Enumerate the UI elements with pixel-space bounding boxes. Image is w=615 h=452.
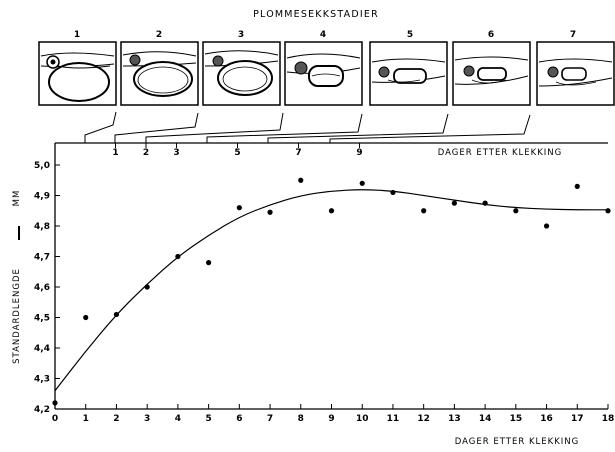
stage-7-larva-drawing bbox=[536, 41, 615, 106]
y-tick-label: 4,5 bbox=[34, 314, 50, 324]
x-tick-label: 5 bbox=[205, 414, 211, 424]
y-axis-ticks: 4,2 4,3 4,4 4,5 4,6 4,7 4,8 4,9 5,0 bbox=[34, 161, 60, 415]
data-points bbox=[52, 177, 611, 406]
data-point bbox=[605, 208, 611, 214]
stage-label-3: 3 bbox=[238, 30, 244, 40]
x-tick-label: 9 bbox=[328, 414, 334, 424]
x-tick-label: 17 bbox=[571, 414, 584, 424]
leader-line-stage-6 bbox=[329, 114, 531, 143]
y-axis-unit: MM bbox=[12, 190, 22, 207]
x-tick-label: 3 bbox=[144, 414, 150, 424]
stage-1-larva-drawing bbox=[38, 41, 117, 106]
x-tick-label: 13 bbox=[448, 414, 461, 424]
data-point bbox=[359, 180, 365, 186]
x-tick-label: 18 bbox=[602, 414, 615, 424]
x-tick-label: 6 bbox=[236, 414, 242, 424]
x-tick-label: 16 bbox=[540, 414, 553, 424]
leader-line-stage-4 bbox=[206, 113, 363, 143]
top-axis-label: DAGER ETTER KLEKKING bbox=[438, 148, 563, 158]
stage-5-larva-drawing bbox=[369, 41, 448, 106]
y-axis-label: STANDARDLENGDE bbox=[12, 268, 22, 364]
y-tick-label: 5,0 bbox=[34, 161, 50, 171]
data-point bbox=[482, 200, 488, 206]
y-tick-label: 4,6 bbox=[34, 283, 50, 293]
x-tick-label: 12 bbox=[417, 414, 430, 424]
top-tick-label: 1 bbox=[112, 148, 118, 158]
y-tick-label: 4,4 bbox=[34, 344, 50, 354]
top-axis-ticks: 1 2 3 5 7 9 bbox=[112, 143, 363, 158]
data-point bbox=[236, 205, 242, 211]
data-point bbox=[113, 311, 120, 318]
data-point bbox=[175, 253, 181, 260]
leader-line-stage-2 bbox=[114, 112, 199, 143]
leader-line-stage-1 bbox=[84, 111, 117, 143]
x-tick-label: 10 bbox=[356, 414, 369, 424]
data-point bbox=[451, 200, 457, 206]
fitted-growth-curve bbox=[54, 189, 608, 392]
y-tick-label: 4,3 bbox=[34, 375, 50, 385]
x-tick-label: 11 bbox=[387, 414, 400, 424]
data-point bbox=[52, 400, 58, 406]
data-point bbox=[298, 177, 304, 183]
leader-line-stage-5 bbox=[267, 113, 449, 143]
data-point bbox=[83, 314, 89, 321]
x-tick-label: 7 bbox=[267, 414, 273, 424]
x-axis-label: DAGER ETTER KLEKKING bbox=[455, 437, 580, 447]
x-tick-label: 8 bbox=[298, 414, 304, 424]
data-point bbox=[328, 208, 335, 214]
stage-label-7: 7 bbox=[570, 30, 576, 40]
stage-2-larva-drawing bbox=[120, 41, 199, 106]
x-tick-label: 0 bbox=[52, 414, 58, 424]
stage-label-6: 6 bbox=[488, 30, 494, 40]
y-tick-label: 4,8 bbox=[34, 222, 50, 232]
top-tick-label: 9 bbox=[356, 148, 362, 158]
stage-label-4: 4 bbox=[320, 30, 326, 40]
data-point bbox=[513, 208, 519, 214]
stage-label-5: 5 bbox=[407, 30, 413, 40]
data-point bbox=[543, 223, 550, 229]
x-axis-ticks: 0 1 2 3 4 5 6 7 8 9 10 11 12 13 14 15 16 17 18 bbox=[52, 404, 614, 424]
x-tick-label: 4 bbox=[175, 414, 181, 424]
top-tick-label: 2 bbox=[143, 148, 149, 158]
top-tick-label: 5 bbox=[234, 148, 240, 158]
data-point bbox=[267, 209, 273, 215]
plot-area bbox=[54, 142, 608, 410]
x-tick-label: 15 bbox=[510, 414, 523, 424]
stage-4-larva-drawing bbox=[284, 41, 363, 106]
top-tick-label: 7 bbox=[295, 148, 301, 158]
data-point bbox=[421, 208, 427, 214]
leader-line-stage-3 bbox=[145, 112, 284, 143]
data-point bbox=[390, 189, 396, 196]
y-tick-label: 4,9 bbox=[34, 192, 50, 202]
y-tick-label: 4,7 bbox=[34, 253, 50, 263]
x-tick-label: 1 bbox=[83, 414, 89, 424]
x-tick-label: 14 bbox=[479, 414, 492, 424]
stage-label-1: 1 bbox=[74, 30, 80, 40]
data-point bbox=[144, 284, 150, 290]
stage-label-2: 2 bbox=[156, 30, 162, 40]
figure-title: PLOMMESEKKSTADIER bbox=[253, 9, 379, 20]
y-tick-label: 4,2 bbox=[34, 405, 50, 415]
stage-3-larva-drawing bbox=[202, 41, 281, 106]
data-point bbox=[574, 183, 580, 189]
stage-leader-lines bbox=[84, 111, 531, 143]
top-tick-label: 3 bbox=[173, 148, 179, 158]
x-tick-label: 2 bbox=[113, 414, 119, 424]
stage-6-larva-drawing bbox=[452, 41, 531, 106]
data-point bbox=[206, 260, 212, 266]
